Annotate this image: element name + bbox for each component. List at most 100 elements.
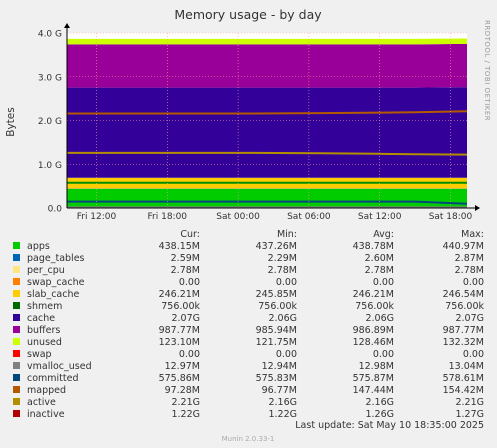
legend-swatch-slab_cache — [13, 290, 20, 297]
legend-value-cur: 438.15M — [159, 241, 200, 252]
legend-value-min: 756.00k — [258, 301, 297, 312]
legend-value-max: 0.00 — [463, 349, 484, 360]
legend-value-min: 1.22G — [268, 409, 297, 420]
legend-value-max: 756.00k — [445, 301, 484, 312]
x-tick-label: Sat 18:00 — [429, 212, 473, 222]
legend-swatch-buffers — [13, 326, 20, 333]
legend-swatch-swap — [13, 350, 20, 357]
legend-value-avg: 2.60M — [365, 253, 394, 264]
legend-label: per_cpu — [27, 265, 65, 276]
legend-value-avg: 0.00 — [373, 349, 394, 360]
y-axis-arrow — [64, 23, 70, 28]
chart-title: Memory usage - by day — [174, 7, 322, 22]
area-apps — [67, 188, 467, 208]
x-tick-label: Sat 12:00 — [358, 212, 402, 222]
legend-value-avg: 756.00k — [355, 301, 394, 312]
legend-swatch-cache — [13, 314, 20, 321]
legend-swatch-committed — [13, 374, 20, 381]
legend-label: cache — [27, 313, 55, 324]
legend-swatch-page_tables — [13, 254, 20, 261]
legend-value-avg: 2.78M — [365, 265, 394, 276]
legend-value-avg: 1.26G — [365, 409, 394, 420]
munin-version: Munin 2.0.33-1 — [222, 435, 275, 443]
legend-label: shmem — [27, 301, 62, 312]
legend-value-cur: 12.97M — [165, 361, 200, 372]
area-unused — [67, 38, 467, 45]
legend-value-cur: 575.86M — [159, 373, 200, 384]
legend-value-avg: 575.87M — [353, 373, 394, 384]
legend-value-avg: 12.98M — [359, 361, 394, 372]
legend-value-cur: 97.28M — [165, 385, 200, 396]
legend-label: slab_cache — [27, 289, 79, 300]
legend-swatch-active — [13, 398, 20, 405]
x-tick-label: Fri 12:00 — [77, 212, 117, 222]
legend-value-cur: 123.10M — [159, 337, 200, 348]
legend: Cur: Min: Avg: Max: apps 438.15M 437.26M 438.78… — [13, 229, 484, 420]
legend-value-min: 0.00 — [276, 277, 297, 288]
legend-value-cur: 246.21M — [159, 289, 200, 300]
x-axis-arrow — [475, 205, 480, 211]
y-axis-label: Bytes — [5, 107, 17, 136]
legend-header: Min: — [277, 229, 297, 240]
legend-value-avg: 2.16G — [365, 397, 394, 408]
legend-label: swap_cache — [27, 277, 85, 288]
x-tick-label: Sat 06:00 — [287, 212, 331, 222]
legend-value-max: 132.32M — [443, 337, 484, 348]
legend-value-avg: 128.46M — [353, 337, 394, 348]
legend-value-min: 437.26M — [256, 241, 297, 252]
legend-label: committed — [27, 373, 79, 384]
legend-value-max: 987.77M — [443, 325, 484, 336]
legend-header: Cur: — [180, 229, 200, 240]
legend-label: inactive — [27, 409, 65, 420]
legend-value-cur: 2.59M — [171, 253, 200, 264]
legend-value-max: 578.61M — [443, 373, 484, 384]
legend-value-avg: 986.89M — [353, 325, 394, 336]
legend-value-max: 440.97M — [443, 241, 484, 252]
legend-value-cur: 1.22G — [171, 409, 200, 420]
legend-value-max: 13.04M — [449, 361, 484, 372]
legend-value-cur: 2.07G — [171, 313, 200, 324]
x-axis: Fri 12:00 Fri 18:00 Sat 00:00 Sat 06:00 Sat … — [67, 33, 480, 222]
legend-label: page_tables — [27, 253, 85, 264]
legend-label: buffers — [27, 325, 60, 336]
legend-label: mapped — [27, 385, 66, 396]
legend-value-cur: 2.21G — [171, 397, 200, 408]
legend-value-min: 96.77M — [262, 385, 297, 396]
legend-swatch-inactive — [13, 410, 20, 417]
line-active — [67, 110, 468, 115]
area-cache — [67, 87, 467, 178]
legend-swatch-apps — [13, 242, 20, 249]
legend-swatch-shmem — [13, 302, 20, 309]
legend-value-avg: 438.78M — [353, 241, 394, 252]
legend-header: Avg: — [373, 229, 394, 240]
legend-swatch-mapped — [13, 386, 20, 393]
y-tick-label: 2.0 G — [38, 117, 62, 127]
area-buffers — [67, 43, 467, 88]
legend-value-max: 246.54M — [443, 289, 484, 300]
legend-value-min: 575.83M — [256, 373, 297, 384]
y-tick-label: 0.0 — [48, 205, 63, 215]
legend-value-avg: 0.00 — [373, 277, 394, 288]
legend-value-min: 121.75M — [256, 337, 297, 348]
legend-label: swap — [27, 349, 52, 360]
legend-value-min: 245.85M — [256, 289, 297, 300]
legend-value-max: 2.21G — [455, 397, 484, 408]
legend-value-avg: 2.06G — [365, 313, 394, 324]
x-tick-label: Fri 18:00 — [148, 212, 188, 222]
legend-value-min: 2.78M — [268, 265, 297, 276]
legend-value-min: 2.29M — [268, 253, 297, 264]
legend-label: active — [27, 397, 56, 408]
legend-label: unused — [27, 337, 62, 348]
legend-value-min: 985.94M — [256, 325, 297, 336]
legend-value-max: 1.27G — [455, 409, 484, 420]
side-label: RRDTOOL / TOBI OETIKER — [483, 20, 491, 121]
y-tick-label: 1.0 G — [38, 161, 62, 171]
legend-value-avg: 147.44M — [353, 385, 394, 396]
legend-value-cur: 0.00 — [179, 349, 200, 360]
y-tick-label: 3.0 G — [38, 73, 62, 83]
legend-value-max: 2.07G — [455, 313, 484, 324]
line-inactive — [67, 151, 468, 156]
legend-label: vmalloc_used — [27, 361, 92, 372]
legend-swatch-swap_cache — [13, 278, 20, 285]
